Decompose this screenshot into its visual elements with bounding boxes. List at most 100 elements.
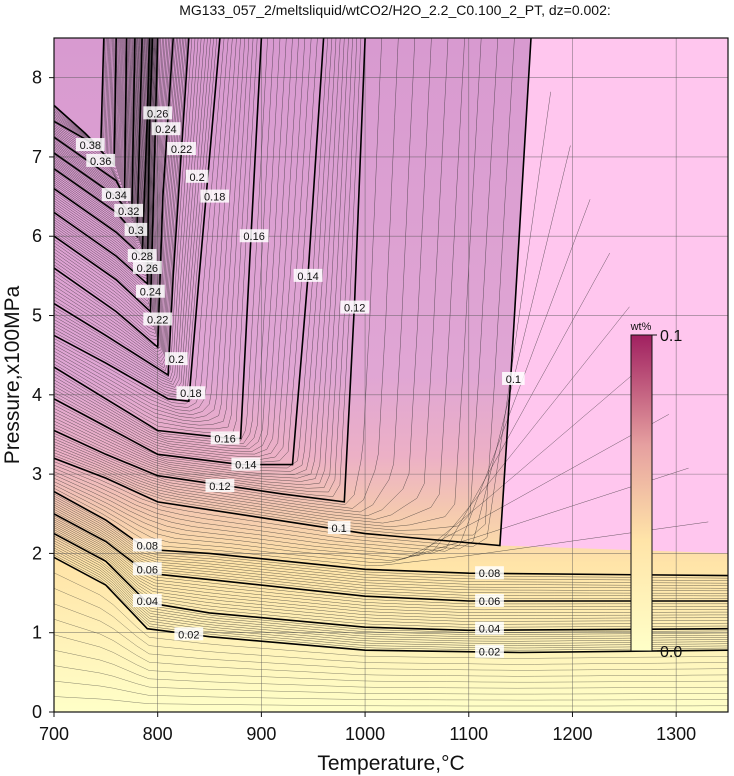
contour-label-bg: [293, 268, 323, 282]
contour-label-0.18: 0.18: [180, 388, 201, 400]
minor-contour: [54, 38, 268, 442]
contour-line-0.04: [54, 532, 728, 632]
minor-contour: [54, 38, 131, 203]
minor-contour: [54, 38, 151, 263]
contour-label-0.28: 0.28: [131, 251, 152, 263]
contour-label-0.1: 0.1: [332, 523, 347, 535]
minor-contour: [54, 38, 482, 528]
contour-label-0.18: 0.18: [204, 192, 225, 204]
minor-contour: [54, 38, 144, 239]
minor-contour: [54, 38, 258, 434]
minor-contour: [54, 38, 134, 212]
contour-label-bg: [136, 284, 165, 298]
contour-line-0.22: [54, 38, 174, 349]
minor-contour: [54, 38, 353, 489]
contour-label-0.38: 0.38: [80, 140, 101, 152]
minor-contour: [54, 618, 728, 677]
contour-label-bg: [475, 566, 504, 580]
minor-contour: [54, 588, 728, 665]
minor-contour: [54, 38, 281, 447]
contour-label-0.2: 0.2: [189, 172, 204, 184]
contour-label-bg: [151, 122, 181, 136]
minor-contour: [54, 38, 157, 302]
contour-line-0.02: [54, 556, 728, 654]
x-tick-label: 1300: [656, 724, 696, 744]
minor-contour: [54, 500, 728, 587]
contour-label-0.08: 0.08: [479, 568, 500, 580]
contour-label-bg: [132, 538, 162, 552]
minor-contour: [54, 38, 449, 520]
minor-contour: [54, 91, 551, 547]
y-tick-label: 7: [32, 147, 42, 167]
minor-contour: [54, 517, 728, 608]
minor-contour: [54, 38, 312, 460]
minor-contour: [54, 525, 728, 619]
minor-contour: [54, 38, 218, 399]
minor-contour: [54, 38, 179, 353]
contour-label-bg: [165, 352, 188, 366]
minor-contour: [54, 38, 465, 524]
minor-contour: [54, 550, 728, 646]
contour-label-bg: [132, 593, 162, 607]
minor-contour: [54, 38, 113, 159]
minor-contour: [54, 199, 591, 552]
minor-contour: [54, 38, 299, 455]
x-tick-label: 1100: [449, 724, 488, 744]
minor-contour: [54, 38, 241, 419]
contour-label-0.06: 0.06: [137, 564, 158, 576]
plot-area: 0.02 0.02 0.04 0.04 0.06 0.06 0.08 0.08 0.1 0.1 0.…: [54, 38, 728, 712]
minor-contour: [54, 38, 163, 321]
contour-label-bg: [475, 644, 504, 658]
minor-contour: [54, 38, 333, 472]
minor-contour: [54, 38, 130, 200]
contour-label-0.26: 0.26: [137, 263, 158, 275]
minor-contour: [54, 547, 728, 644]
y-tick-label: 2: [32, 543, 42, 563]
minor-contour: [54, 38, 107, 151]
contour-label-bg: [340, 300, 370, 314]
minor-contour: [54, 38, 157, 305]
contour-label-0.16: 0.16: [243, 231, 264, 243]
contour-label-0.22: 0.22: [147, 314, 168, 326]
minor-contour: [54, 38, 108, 153]
contour-label-0.04: 0.04: [479, 624, 500, 636]
x-tick-label: 700: [39, 724, 69, 744]
minor-contour: [54, 38, 151, 266]
contour-label-0.36: 0.36: [90, 156, 111, 168]
minor-contour: [54, 38, 123, 183]
minor-contour: [54, 38, 111, 156]
minor-contour: [54, 38, 225, 405]
minor-contour: [54, 38, 337, 476]
minor-contour: [54, 523, 728, 616]
contour-label-0.1: 0.1: [506, 374, 521, 386]
minor-contour: [54, 519, 728, 611]
contour-label-0.24: 0.24: [155, 124, 176, 136]
y-tick-label: 8: [32, 68, 42, 88]
minor-contour: [54, 38, 229, 408]
minor-contour: [54, 498, 728, 584]
contour-label-bg: [475, 593, 504, 607]
minor-contour: [54, 38, 188, 372]
minor-contour: [54, 38, 211, 393]
saturated-region: [499, 38, 728, 554]
minor-contour: [54, 38, 131, 205]
contour-label-bg: [185, 169, 209, 183]
minor-contour: [54, 252, 610, 554]
contour-label-bg: [239, 229, 269, 243]
minor-contour: [54, 38, 193, 378]
contour-label-bg: [327, 521, 351, 535]
minor-contour: [54, 38, 156, 296]
minor-contour: [54, 38, 180, 356]
minor-contour: [54, 38, 183, 362]
contour-line-0.06: [54, 513, 728, 602]
contour-label-bg: [502, 371, 525, 385]
minor-contour: [54, 38, 152, 269]
contour-label-bg: [231, 457, 261, 471]
minor-contour: [54, 145, 571, 550]
minor-contour: [54, 38, 137, 220]
contour-line-0.2: [54, 38, 190, 377]
contour-label-bg: [114, 203, 144, 217]
colorbar: wt% 0.1 0.0: [630, 321, 683, 661]
contour-line-0.26: [54, 38, 154, 286]
contour-label-0.12: 0.12: [209, 481, 230, 493]
